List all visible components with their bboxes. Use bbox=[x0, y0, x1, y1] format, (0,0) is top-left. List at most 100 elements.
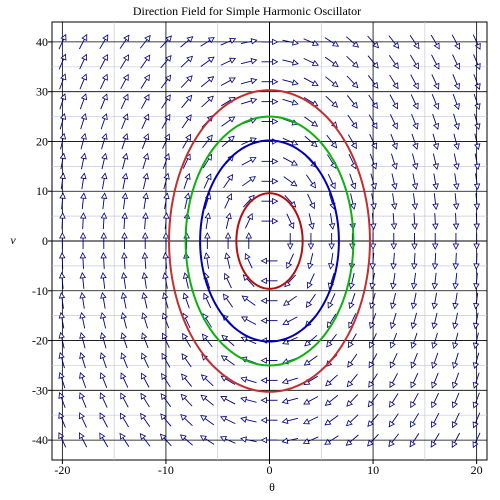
field-arrow bbox=[80, 152, 87, 170]
field-arrow bbox=[79, 73, 88, 90]
field-arrow bbox=[452, 233, 460, 250]
field-arrow bbox=[80, 192, 87, 210]
field-arrow bbox=[161, 372, 171, 388]
field-arrow bbox=[79, 212, 87, 230]
field-arrow bbox=[222, 293, 234, 308]
field-arrow bbox=[162, 272, 169, 289]
field-arrow bbox=[432, 213, 439, 230]
field-arrow bbox=[225, 212, 232, 229]
field-arrow bbox=[201, 333, 213, 348]
field-arrow bbox=[281, 437, 299, 444]
field-arrow bbox=[261, 217, 279, 225]
field-arrow bbox=[325, 374, 338, 387]
field-arrow bbox=[100, 291, 107, 309]
field-arrow bbox=[286, 233, 294, 250]
field-arrow bbox=[453, 113, 460, 131]
field-arrow bbox=[472, 432, 481, 449]
field-arrow bbox=[59, 212, 66, 230]
field-arrow bbox=[100, 73, 108, 90]
field-arrow bbox=[142, 152, 150, 170]
field-arrow bbox=[324, 37, 340, 47]
field-arrow bbox=[180, 414, 193, 427]
field-arrow bbox=[141, 232, 149, 249]
field-arrow bbox=[220, 396, 236, 405]
field-arrow bbox=[240, 416, 257, 423]
field-arrow bbox=[204, 212, 211, 230]
field-arrow bbox=[410, 372, 419, 389]
field-arrow bbox=[79, 232, 87, 249]
field-arrow bbox=[180, 75, 193, 88]
field-arrow bbox=[161, 352, 171, 368]
field-arrow bbox=[79, 252, 87, 269]
field-arrow bbox=[183, 172, 191, 189]
field-arrow bbox=[411, 113, 419, 130]
field-arrow bbox=[369, 233, 377, 250]
field-arrow bbox=[452, 292, 459, 310]
field-arrow bbox=[304, 334, 318, 347]
field-arrow bbox=[59, 132, 67, 150]
field-arrow bbox=[240, 336, 257, 345]
field-arrow bbox=[160, 413, 172, 427]
field-arrow bbox=[181, 94, 193, 109]
field-arrow bbox=[474, 133, 481, 151]
field-arrow bbox=[79, 351, 86, 369]
field-arrow bbox=[79, 53, 88, 70]
field-arrow bbox=[159, 433, 172, 447]
field-arrow bbox=[431, 74, 440, 90]
field-arrow bbox=[390, 292, 397, 310]
field-arrow bbox=[409, 34, 420, 50]
field-arrow bbox=[182, 332, 192, 348]
field-arrow bbox=[281, 397, 299, 405]
field-arrow bbox=[452, 193, 460, 211]
field-arrow bbox=[200, 374, 214, 387]
field-arrow bbox=[390, 114, 398, 130]
field-arrow bbox=[431, 292, 438, 310]
field-arrow bbox=[120, 292, 128, 309]
field-arrow bbox=[200, 415, 215, 426]
field-arrow bbox=[431, 54, 440, 70]
field-arrow bbox=[220, 37, 237, 46]
field-arrow bbox=[452, 252, 460, 270]
field-arrow bbox=[80, 172, 87, 190]
trajectory-curves bbox=[168, 89, 371, 393]
field-arrow bbox=[411, 252, 418, 270]
field-arrow bbox=[202, 134, 213, 149]
field-arrow bbox=[59, 172, 66, 190]
field-arrow bbox=[142, 212, 149, 230]
field-arrow bbox=[120, 372, 129, 388]
field-arrow bbox=[472, 372, 480, 389]
field-arrow bbox=[203, 252, 211, 269]
field-arrow bbox=[119, 34, 130, 49]
field-arrow bbox=[58, 432, 67, 448]
field-arrow bbox=[431, 233, 439, 250]
field-arrow bbox=[473, 193, 481, 211]
field-arrow bbox=[261, 78, 279, 85]
field-arrow bbox=[389, 312, 397, 330]
field-arrow bbox=[370, 193, 377, 210]
field-arrow bbox=[140, 372, 150, 388]
field-arrow bbox=[389, 94, 399, 110]
field-arrow bbox=[240, 436, 257, 443]
field-arrow bbox=[59, 232, 66, 249]
field-arrow bbox=[328, 252, 335, 270]
field-arrow bbox=[281, 377, 298, 385]
field-arrow bbox=[120, 392, 129, 408]
x-tick-label: 20 bbox=[471, 463, 483, 477]
field-arrow bbox=[100, 93, 108, 110]
field-arrow bbox=[160, 393, 172, 407]
field-arrow bbox=[369, 312, 377, 329]
field-arrow bbox=[390, 272, 397, 290]
field-arrow bbox=[473, 74, 481, 91]
field-arrow bbox=[221, 334, 235, 347]
field-arrow bbox=[140, 392, 150, 408]
field-arrow bbox=[328, 233, 335, 250]
field-arrow bbox=[325, 76, 339, 88]
field-arrow bbox=[261, 158, 279, 165]
field-arrow bbox=[100, 212, 108, 230]
field-arrow bbox=[260, 257, 278, 265]
field-arrow bbox=[58, 391, 66, 408]
field-arrow bbox=[390, 213, 398, 230]
field-arrow bbox=[182, 292, 190, 309]
field-arrow bbox=[100, 312, 107, 329]
field-arrow bbox=[368, 373, 378, 388]
